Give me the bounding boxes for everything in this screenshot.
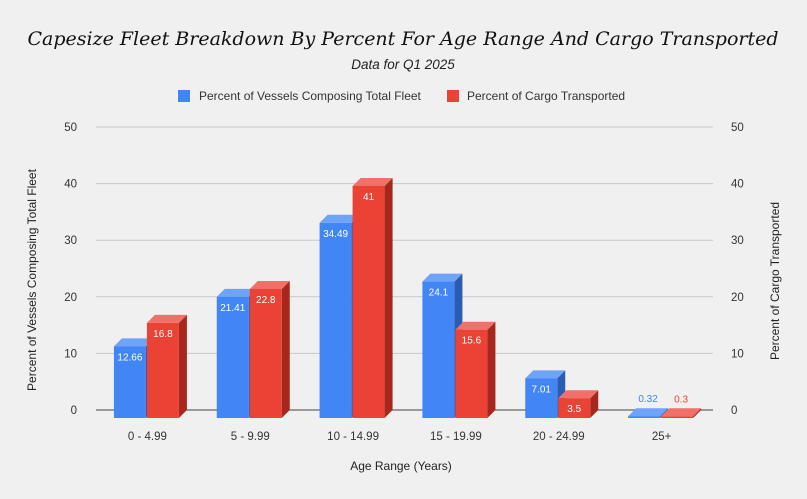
bar-vessels-top xyxy=(319,214,360,223)
bar-labels: 12.66 16.8 21.41 22.8 34.49 41 24.1 15.6 7.01 3.5… xyxy=(117,192,688,415)
x-tick-label: 10 - 14.99 xyxy=(327,431,379,443)
bar-vessels-front xyxy=(113,346,146,418)
bar-cargo-top xyxy=(455,321,496,330)
bar-cargo-side xyxy=(693,408,702,418)
bars xyxy=(113,177,702,418)
bar-vessels-top xyxy=(113,338,154,347)
bar-cargo-front xyxy=(558,398,591,418)
legend-swatch-vessels xyxy=(178,90,190,102)
y-tick-label-left: 40 xyxy=(64,179,77,191)
gridlines xyxy=(96,126,713,411)
x-tick-label: 0 - 4.99 xyxy=(128,431,167,443)
bar-vessels-front xyxy=(422,281,455,418)
bar-vessels-top xyxy=(216,288,257,297)
bar-cargo xyxy=(352,177,393,418)
y-tick-label-left: 50 xyxy=(64,122,77,134)
left-axis-ticks: 0 10 20 30 40 50 xyxy=(64,122,77,417)
x-axis-title: Age Range (Years) xyxy=(350,459,452,473)
bar-cargo-top xyxy=(249,280,290,289)
bar-cargo xyxy=(661,408,702,418)
bar-vessels-top xyxy=(628,408,669,417)
data-label: 7.01 xyxy=(532,384,552,395)
data-label: 21.41 xyxy=(220,303,245,314)
data-label: 0.32 xyxy=(638,394,658,405)
bar-cargo-front xyxy=(455,329,488,418)
y-axis-title-right: Percent of Cargo Transported xyxy=(768,202,782,360)
bar-cargo-front xyxy=(146,322,179,418)
legend-label-cargo: Percent of Cargo Transported xyxy=(467,89,625,103)
bar-vessels-front xyxy=(525,378,558,418)
bar-cargo-top xyxy=(661,408,702,417)
right-axis-ticks: 0 10 20 30 40 50 xyxy=(731,122,744,417)
bar-cargo-top xyxy=(146,314,187,323)
bar-cargo xyxy=(558,390,599,418)
data-label: 3.5 xyxy=(567,404,581,415)
x-tick-label: 5 - 9.99 xyxy=(231,431,270,443)
bar-cargo-top xyxy=(352,177,393,186)
x-axis-ticks: 0 - 4.99 5 - 9.99 10 - 14.99 15 - 19.99 20 -… xyxy=(128,431,672,443)
data-label: 24.1 xyxy=(429,288,449,299)
x-tick-label: 25+ xyxy=(652,431,672,443)
bar-vessels-top xyxy=(525,370,566,379)
y-tick-label-left: 10 xyxy=(64,348,77,360)
x-tick-label: 20 - 24.99 xyxy=(533,431,585,443)
bar-cargo-side xyxy=(384,177,393,418)
data-label: 22.8 xyxy=(256,295,276,306)
bar-cargo-side xyxy=(487,321,496,418)
bar-cargo xyxy=(146,314,187,418)
bar-cargo-side xyxy=(178,314,187,418)
x-tick-label: 15 - 19.99 xyxy=(430,431,482,443)
y-tick-label-left: 20 xyxy=(64,292,77,304)
bar-cargo-front xyxy=(249,288,282,418)
chart-title: Capesize Fleet Breakdown By Percent For … xyxy=(27,28,778,50)
bar-cargo-front xyxy=(352,185,385,418)
y-tick-label-right: 40 xyxy=(731,179,744,191)
bar-vessels-top xyxy=(422,273,463,282)
data-label: 15.6 xyxy=(462,336,482,347)
y-tick-label-left: 30 xyxy=(64,235,77,247)
legend: Percent of Vessels Composing Total Fleet… xyxy=(178,89,625,103)
bar-cargo xyxy=(249,280,290,418)
y-tick-label-left: 0 xyxy=(71,405,77,417)
bar-cargo-top xyxy=(558,390,599,399)
data-label: 12.66 xyxy=(117,352,142,363)
bar-vessels-front xyxy=(319,222,352,418)
bar-cargo-front xyxy=(661,416,694,418)
y-tick-label-right: 10 xyxy=(731,348,744,360)
y-tick-label-right: 30 xyxy=(731,235,744,247)
y-tick-label-right: 20 xyxy=(731,292,744,304)
legend-swatch-cargo xyxy=(447,90,459,102)
bar-vessels-front xyxy=(216,296,249,418)
y-tick-label-right: 0 xyxy=(731,405,737,417)
data-label: 0.3 xyxy=(674,394,688,405)
bar-cargo-side xyxy=(281,280,290,418)
bar-vessels-front xyxy=(628,416,661,418)
chart-subtitle: Data for Q1 2025 xyxy=(351,57,455,72)
data-label: 16.8 xyxy=(153,329,173,340)
data-label: 34.49 xyxy=(323,229,348,240)
y-tick-label-right: 50 xyxy=(731,122,744,134)
bar-cargo xyxy=(455,321,496,418)
y-axis-title-left: Percent of Vessels Composing Total Fleet xyxy=(25,168,39,391)
legend-label-vessels: Percent of Vessels Composing Total Fleet xyxy=(199,89,422,103)
data-label: 41 xyxy=(363,192,375,203)
bar-cargo-side xyxy=(590,390,599,418)
